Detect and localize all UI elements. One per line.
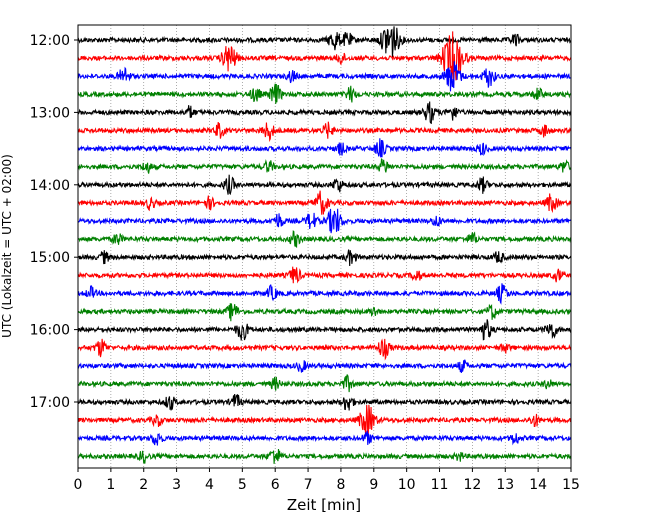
trace-1730 — [77, 430, 572, 446]
x-tick-label: 2 — [139, 477, 148, 493]
x-axis-ticks: 0 1 2 3 4 5 6 7 8 9 10 11 12 13 14 15 — [74, 468, 580, 493]
trace-1700 — [77, 393, 572, 411]
x-tick-label: 7 — [304, 477, 313, 493]
trace-1745 — [77, 448, 572, 464]
x-tick-label: 14 — [529, 477, 547, 493]
x-tick-label: 5 — [238, 477, 247, 493]
x-axis-label: Zeit [min] — [287, 496, 361, 514]
trace-1515 — [77, 266, 572, 284]
trace-1530 — [77, 283, 572, 305]
x-tick-label: 0 — [74, 477, 83, 493]
trace-1630 — [77, 359, 572, 373]
plot-frame — [77, 24, 572, 469]
x-tick-label: 8 — [336, 477, 345, 493]
y-tick-label: 12:00 — [30, 33, 70, 49]
vertical-grid-lines — [110, 25, 539, 468]
y-tick-label: 17:00 — [30, 395, 70, 411]
x-tick-label: 15 — [562, 477, 580, 493]
x-tick-label: 3 — [172, 477, 181, 493]
x-tick-label: 4 — [205, 477, 214, 493]
y-tick-label: 15:00 — [30, 250, 70, 266]
trace-1300 — [77, 101, 572, 125]
trace-1230 — [77, 61, 572, 92]
x-tick-label: 6 — [271, 477, 280, 493]
trace-1200 — [77, 26, 572, 58]
y-tick-label: 14:00 — [30, 178, 70, 194]
x-tick-label: 12 — [463, 477, 481, 493]
trace-1545 — [77, 303, 572, 322]
trace-1600 — [77, 319, 572, 341]
trace-1615 — [77, 338, 572, 361]
trace-1445 — [77, 230, 572, 249]
trace-1715 — [77, 404, 572, 437]
trace-1415 — [77, 190, 572, 215]
trace-1500 — [77, 249, 572, 266]
x-tick-label: 9 — [369, 477, 378, 493]
y-axis-label: UTC (Lokalzeit = UTC + 02:00) — [0, 154, 14, 338]
trace-1315 — [77, 121, 572, 143]
trace-1400 — [77, 174, 572, 196]
trace-1645 — [77, 374, 572, 393]
trace-1245 — [77, 83, 572, 104]
y-tick-label: 16:00 — [30, 323, 70, 339]
trace-1345 — [77, 158, 572, 174]
trace-1430 — [77, 208, 572, 234]
trace-1215 — [77, 31, 572, 85]
x-tick-label: 1 — [106, 477, 115, 493]
x-tick-label: 13 — [496, 477, 514, 493]
x-tick-label: 10 — [398, 477, 416, 493]
y-axis-ticks: 12:00 13:00 14:00 15:00 16:00 17:00 — [30, 33, 78, 411]
y-tick-label: 13:00 — [30, 105, 70, 121]
trace-1330 — [77, 138, 572, 158]
seismogram-traces — [77, 26, 572, 464]
x-tick-label: 11 — [431, 477, 449, 493]
